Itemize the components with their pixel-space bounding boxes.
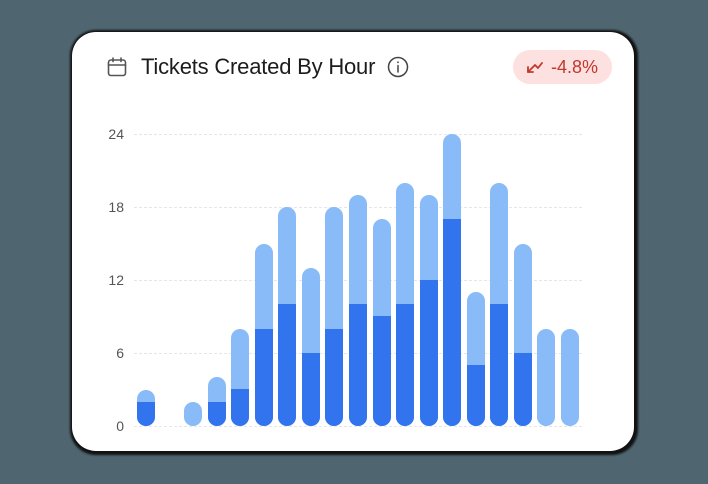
stacked-bar-chart: 0 6 12 18 24	[72, 32, 634, 451]
trend-down-icon	[525, 60, 543, 74]
bar-hour-11[interactable]	[372, 219, 391, 426]
bar-hour-6[interactable]	[254, 243, 273, 426]
y-tick-label: 6	[116, 345, 124, 361]
bar-segment-primary	[137, 401, 155, 426]
bar-hour-4[interactable]	[207, 377, 226, 426]
bar-hour-15[interactable]	[466, 292, 485, 426]
trend-badge: -4.8%	[512, 50, 612, 84]
card-header: Tickets Created By Hour -4.8%	[106, 50, 612, 84]
gridline	[134, 134, 582, 135]
bar-hour-12[interactable]	[396, 182, 415, 426]
bar-hour-9[interactable]	[325, 207, 344, 426]
trend-value: -4.8%	[550, 56, 598, 77]
bar-hour-16[interactable]	[490, 182, 509, 426]
bar-hour-1[interactable]	[137, 389, 155, 426]
gridline	[134, 426, 582, 427]
bar-hour-7[interactable]	[278, 207, 297, 426]
bar-hour-17[interactable]	[513, 243, 532, 426]
bar-segment-primary	[466, 365, 485, 426]
bar-segment-primary	[513, 353, 532, 426]
bar-segment-primary	[372, 316, 391, 426]
card-title: Tickets Created By Hour	[141, 54, 376, 79]
bar-hour-8[interactable]	[301, 267, 320, 426]
y-tick-label: 0	[116, 418, 124, 434]
y-tick-label: 18	[108, 199, 124, 215]
bar-hour-5[interactable]	[231, 328, 250, 426]
bar-segment-primary	[278, 304, 297, 426]
calendar-icon	[106, 56, 128, 78]
info-icon[interactable]	[387, 56, 409, 78]
bar-hour-18[interactable]	[537, 328, 556, 426]
bar-hour-10[interactable]	[348, 194, 367, 426]
bar-segment-primary	[490, 304, 509, 426]
bar-segment-primary	[301, 352, 320, 426]
bar-hour-14[interactable]	[443, 134, 462, 426]
bar-segment-primary	[325, 328, 344, 426]
bar-segment-primary	[443, 219, 462, 426]
bar-segment-primary	[254, 328, 273, 426]
y-tick-label: 24	[108, 126, 124, 142]
bar-hour-3[interactable]	[184, 401, 203, 426]
bar-segment-primary	[207, 401, 226, 426]
bar-hour-19[interactable]	[560, 328, 579, 426]
bar-segment-primary	[396, 304, 415, 426]
y-tick-label: 12	[108, 272, 124, 288]
bar-segment-primary	[419, 279, 438, 426]
tickets-by-hour-card: Tickets Created By Hour -4.8% 0 6 12 18 24	[72, 32, 634, 451]
bar-segment-primary	[348, 304, 367, 426]
bar-segment-primary	[231, 389, 250, 426]
bar-hour-13[interactable]	[419, 194, 438, 426]
